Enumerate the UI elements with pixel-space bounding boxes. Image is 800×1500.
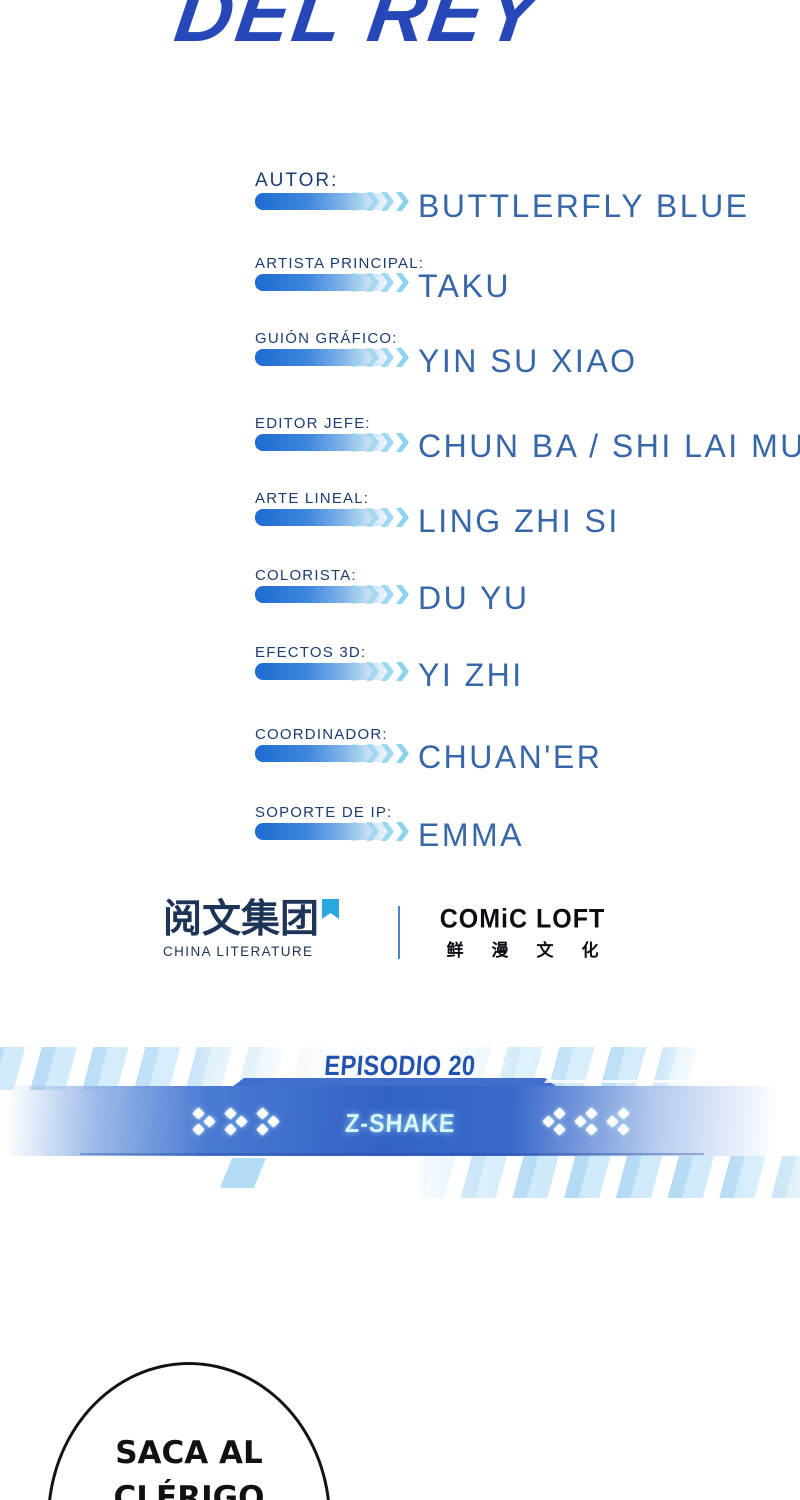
chevron-right-icon (349, 508, 409, 527)
credit-label: EFECTOS 3D: (255, 644, 367, 661)
diagonal-stripes-bottom (420, 1156, 800, 1198)
credit-bar (255, 585, 409, 604)
chevron-right-icon (349, 433, 409, 452)
comicloft-subtitle: 鲜漫文化 (446, 941, 627, 960)
credit-value: CHUN BA / SHI LAI MU (418, 428, 800, 464)
credit-bar (255, 822, 409, 841)
credit-bar (255, 744, 409, 763)
chevron-right-icon (349, 273, 409, 292)
credit-value: YI ZHI (418, 657, 524, 693)
banner-top-tab (232, 1078, 557, 1087)
credit-bar (255, 662, 409, 681)
logo-divider (398, 906, 400, 959)
credit-label: GUIÓN GRÁFICO: (255, 330, 398, 347)
episode-title-wrap: Z-SHAKE (0, 1108, 800, 1139)
credit-row-guion-grafico: GUIÓN GRÁFICO: YIN SU XIAO (255, 330, 775, 377)
credit-row-artista-principal: ARTISTA PRINCIPAL: TAKU (255, 255, 775, 302)
credit-bar (255, 433, 409, 452)
credit-label: EDITOR JEFE: (255, 415, 371, 432)
speech-bubble-text: SACA AL CLÉRIGO (50, 1431, 328, 1500)
credit-label: COLORISTA: (255, 567, 357, 584)
credit-row-arte-lineal: ARTE LINEAL: LING ZHI SI (255, 490, 775, 537)
credit-value: EMMA (418, 817, 524, 853)
credit-value: DU YU (418, 580, 530, 616)
credit-bar (255, 508, 409, 527)
series-title: DEL REY (169, 0, 549, 58)
credit-row-colorista: COLORISTA: DU YU (255, 567, 775, 614)
credit-label: ARTE LINEAL: (255, 490, 370, 507)
chevron-right-icon (349, 585, 409, 604)
bookmark-flag-icon (322, 899, 340, 919)
credit-value: YIN SU XIAO (418, 343, 638, 379)
comicloft-logo: COMiC LOFT 鲜漫文化 (430, 903, 615, 961)
credit-value: CHUAN'ER (418, 739, 603, 775)
credit-label: SOPORTE DE IP: (255, 804, 393, 821)
china-literature-logo: 阅文集团 CHINA LITERATURE (163, 899, 340, 959)
chevron-right-icon (349, 744, 409, 763)
credit-row-soporte-ip: SOPORTE DE IP: EMMA (255, 804, 775, 851)
credit-row-efectos-3d: EFECTOS 3D: YI ZHI (255, 644, 775, 691)
stripe-fragment (219, 1158, 267, 1188)
credit-value: LING ZHI SI (418, 503, 620, 539)
credit-bar (255, 348, 409, 367)
credit-label: AUTOR: (255, 170, 339, 191)
episode-banner (0, 1086, 800, 1156)
credit-value: TAKU (418, 268, 511, 304)
episode-label: EPISODIO 20 (323, 1050, 477, 1081)
chevron-right-icon (349, 348, 409, 367)
chevron-right-icon (349, 662, 409, 681)
speech-line-1: SACA AL (115, 1435, 263, 1471)
credit-bar (255, 273, 409, 292)
credit-row-autor: AUTOR: BUTTLERFLY BLUE (255, 170, 775, 222)
credit-row-editor-jefe: EDITOR JEFE: CHUN BA / SHI LAI MU (255, 415, 800, 462)
china-literature-logotype: 阅文集团 (163, 899, 340, 941)
credit-label: ARTISTA PRINCIPAL: (255, 255, 425, 272)
speech-line-2: CLÉRIGO (113, 1480, 265, 1500)
chevron-right-icon (349, 822, 409, 841)
episode-title: Z-SHAKE (344, 1108, 456, 1138)
banner-highlight-line (543, 1080, 712, 1083)
credit-row-coordinador: COORDINADOR: CHUAN'ER (255, 726, 775, 773)
speech-bubble: SACA AL CLÉRIGO (47, 1362, 331, 1500)
chevron-right-icon (349, 192, 409, 211)
china-literature-subtitle: CHINA LITERATURE (163, 944, 314, 959)
credit-label: COORDINADOR: (255, 726, 388, 743)
credit-value: BUTTLERFLY BLUE (418, 188, 750, 224)
comicloft-logotype: COMiC LOFT (439, 903, 606, 935)
credit-bar (255, 192, 409, 211)
episode-label-wrap: EPISODIO 20 (0, 1050, 800, 1082)
